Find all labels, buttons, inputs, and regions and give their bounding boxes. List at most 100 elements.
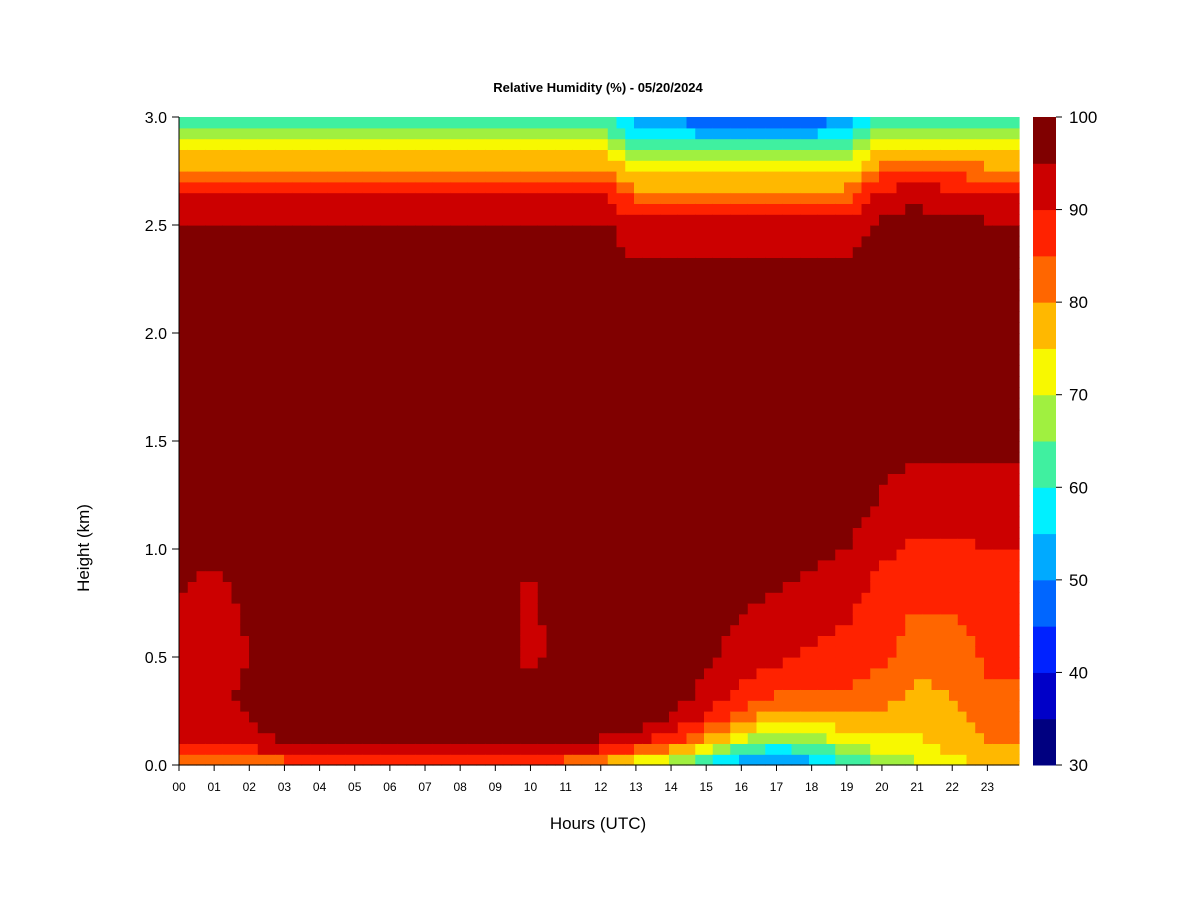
heatmap-cell [826,462,836,474]
heatmap-cell [712,624,723,636]
heatmap-cell [266,484,276,496]
heatmap-cell [389,613,399,626]
heatmap-cell [826,279,836,291]
heatmap-cell [774,397,784,410]
heatmap-cell [782,581,793,593]
heatmap-cell [301,473,311,485]
heatmap-cell [389,462,399,474]
heatmap-cell [581,613,591,626]
heatmap-cell [642,635,653,647]
heatmap-cell [214,441,224,453]
heatmap-cell [572,387,583,399]
heatmap-cell [887,657,898,669]
heatmap-cell [257,138,268,150]
heatmap-cell [397,289,408,302]
heatmap-cell [292,613,303,626]
heatmap-cell [275,657,285,669]
heatmap-cell [590,754,600,766]
heatmap-cell [459,581,469,593]
heatmap-cell [861,214,871,226]
heatmap-cell [581,743,591,755]
heatmap-cell [187,603,198,615]
heatmap-cell [852,451,863,464]
heatmap-cell [835,700,845,712]
heatmap-cell [765,667,775,680]
heatmap-cell [319,484,329,496]
heatmap-cell [686,549,696,561]
heatmap-cell [432,430,443,442]
heatmap-cell [879,333,889,345]
heatmap-cell [284,527,294,539]
heatmap-cell [721,322,731,334]
heatmap-cell [809,516,819,528]
heatmap-cell [782,387,793,399]
heatmap-cell [502,365,513,377]
heatmap-cell [660,516,670,528]
heatmap-cell [564,365,574,377]
heatmap-cell [607,657,618,669]
heatmap-cell [292,657,303,669]
heatmap-cell [432,462,443,474]
heatmap-cell [537,732,548,744]
heatmap-cell [721,430,731,442]
heatmap-cell [380,365,390,377]
heatmap-cell [739,721,749,734]
heatmap-cell [222,570,233,582]
heatmap-cell [441,624,451,636]
heatmap-cell [345,279,355,291]
heatmap-cell [704,635,714,647]
heatmap-cell [852,592,863,604]
heatmap-cell [686,300,696,312]
heatmap-cell [336,559,346,572]
heatmap-cell [642,495,653,507]
heatmap-cell [284,279,294,291]
heatmap-cell [284,484,294,496]
heatmap-cell [371,451,381,464]
heatmap-cell [721,138,731,150]
heatmap-cell [450,300,460,312]
heatmap-cell [529,678,539,690]
heatmap-cell [205,322,215,334]
heatmap-cell [730,181,740,194]
heatmap-cell [817,451,828,464]
heatmap-cell [607,527,618,539]
heatmap-cell [791,300,801,312]
heatmap-cell [222,549,233,561]
heatmap-cell [529,613,539,626]
heatmap-cell [397,117,408,129]
heatmap-cell [397,279,408,291]
heatmap-cell [415,505,425,518]
heatmap-cell [275,451,285,464]
heatmap-cell [275,311,285,323]
heatmap-cell [704,333,714,345]
heatmap-cell [721,333,731,345]
heatmap-cell [415,171,425,183]
heatmap-cell [187,495,198,507]
heatmap-cell [424,451,434,464]
heatmap-cell [599,667,609,680]
heatmap-cell [852,181,863,194]
heatmap-cell [240,603,250,615]
heatmap-cell [520,257,530,269]
heatmap-cell [249,225,259,237]
heatmap-cell [511,214,521,226]
heatmap-cell [870,171,880,183]
heatmap-cell [231,516,241,528]
heatmap-cell [852,516,863,528]
heatmap-cell [625,203,635,215]
heatmap-cell [555,235,565,248]
heatmap-cell [424,441,434,453]
heatmap-cell [712,527,723,539]
heatmap-cell [529,462,539,474]
heatmap-cell [205,127,215,140]
heatmap-cell [852,397,863,410]
heatmap-cell [494,624,504,636]
heatmap-cell [249,743,259,755]
heatmap-cell [520,700,530,712]
heatmap-cell [336,333,346,345]
heatmap-cell [389,581,399,593]
heatmap-cell [826,376,836,388]
heatmap-cell [179,300,189,312]
heatmap-cell [817,743,828,755]
heatmap-cell [397,333,408,345]
